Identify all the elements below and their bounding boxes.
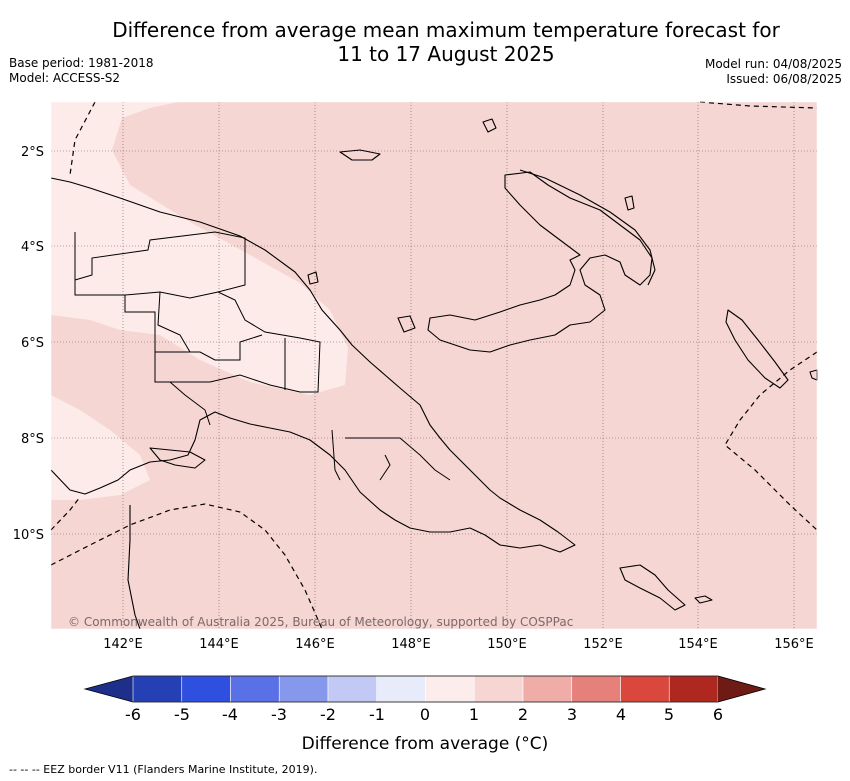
colorbar-tick-2: 2 (518, 705, 528, 724)
map-frame (50, 101, 818, 630)
colorbar-tick-neg4: -4 (222, 705, 238, 724)
lon-label-148e: 148°E (391, 637, 431, 652)
daru-coast (127, 505, 141, 630)
bougainville (725, 309, 789, 389)
lon-label-150e: 150°E (487, 637, 527, 652)
issued-date: Issued: 06/08/2025 (726, 72, 842, 86)
colorbar-outline (83, 675, 767, 703)
small-island-3 (624, 195, 635, 211)
colorbar-cell (620, 675, 670, 703)
colorbar-cell (132, 675, 183, 703)
lon-label-154e: 154°E (678, 637, 718, 652)
colorbar-cell (473, 675, 524, 703)
metadata-left: Base period: 1981-2018 Model: ACCESS-S2 (9, 56, 154, 86)
eez-borders (50, 101, 818, 630)
colorbar-tick-1: 1 (469, 705, 479, 724)
colorbar-tick-neg5: -5 (174, 705, 190, 724)
fly-river-delta (149, 447, 206, 469)
colorbar-cell (278, 675, 329, 703)
anomaly-zone-west (51, 102, 348, 395)
small-island-1 (307, 271, 319, 285)
rossel-island (694, 595, 713, 604)
colorbar-cell (425, 675, 475, 703)
metadata-right: Model run: 04/08/2025 Issued: 06/08/2025 (705, 57, 842, 87)
lat-label-4s: 4°S (21, 240, 44, 255)
copyright-credit: © Commonwealth of Australia 2025, Bureau… (68, 615, 573, 629)
colorbar-cell (181, 675, 231, 703)
lon-label-142e: 142°E (103, 637, 143, 652)
colorbar-tick-4: 4 (616, 705, 626, 724)
new-guinea-north-coast (50, 177, 576, 553)
map-panel (51, 102, 817, 629)
colorbar-min-arrow (85, 676, 133, 702)
lat-label-10s: 10°S (13, 528, 44, 543)
model-run-date: Model run: 04/08/2025 (704, 57, 842, 71)
eez-footnote: -- -- -- EEZ border V11 (Flanders Marine… (9, 763, 318, 776)
colorbar-tick-3: 3 (567, 705, 577, 724)
colorbar-title: Difference from average (°C) (302, 734, 549, 754)
title-line-2: 11 to 17 August 2025 (337, 42, 555, 66)
manus-island (482, 118, 497, 133)
new-britain (427, 171, 653, 353)
colorbar-tick-neg1: -1 (369, 705, 385, 724)
latitude-labels: 2°S 4°S 6°S 8°S 10°S (13, 145, 44, 543)
small-island-2 (397, 315, 416, 333)
colorbar-ticks: -6 -5 -4 -3 -2 -1 0 1 2 3 4 5 6 (125, 705, 723, 724)
colorbar-tick-neg6: -6 (125, 705, 141, 724)
title-line-1: Difference from average mean maximum tem… (112, 18, 780, 42)
lat-label-8s: 8°S (21, 432, 44, 447)
colorbar-cell (571, 675, 621, 703)
lat-label-2s: 2°S (21, 145, 44, 160)
colorbar-tick-0: 0 (420, 705, 430, 724)
lon-label-146e: 146°E (295, 637, 335, 652)
colorbar-cell (668, 675, 719, 703)
colorbar-cells (132, 675, 719, 703)
longitude-labels: 142°E 144°E 146°E 148°E 150°E 152°E 154°… (103, 637, 814, 652)
colorbar-cell (376, 675, 426, 703)
colorbar-cell (522, 675, 573, 703)
provincial-boundaries (74, 231, 451, 481)
colorbar-max-arrow (718, 676, 765, 702)
lon-label-156e: 156°E (774, 637, 814, 652)
map-title: Difference from average mean maximum tem… (70, 18, 822, 66)
lon-label-144e: 144°E (199, 637, 239, 652)
base-period: Base period: 1981-2018 (9, 56, 154, 70)
colorbar: -6 -5 -4 -3 -2 -1 0 1 2 3 4 5 6 Differen… (83, 675, 767, 754)
colorbar-cell (230, 675, 280, 703)
colorbar-tick-6: 6 (713, 705, 723, 724)
coastlines (50, 118, 818, 630)
east-cape-islands (619, 564, 686, 611)
model-name: Model: ACCESS-S2 (9, 71, 121, 85)
colorbar-tick-neg2: -2 (320, 705, 336, 724)
colorbar-cell (327, 675, 378, 703)
lon-label-152e: 152°E (583, 637, 623, 652)
colorbar-tick-neg3: -3 (271, 705, 287, 724)
north-islands (339, 149, 381, 161)
lat-label-6s: 6°S (21, 336, 44, 351)
colorbar-tick-5: 5 (664, 705, 674, 724)
new-ireland (519, 169, 656, 286)
